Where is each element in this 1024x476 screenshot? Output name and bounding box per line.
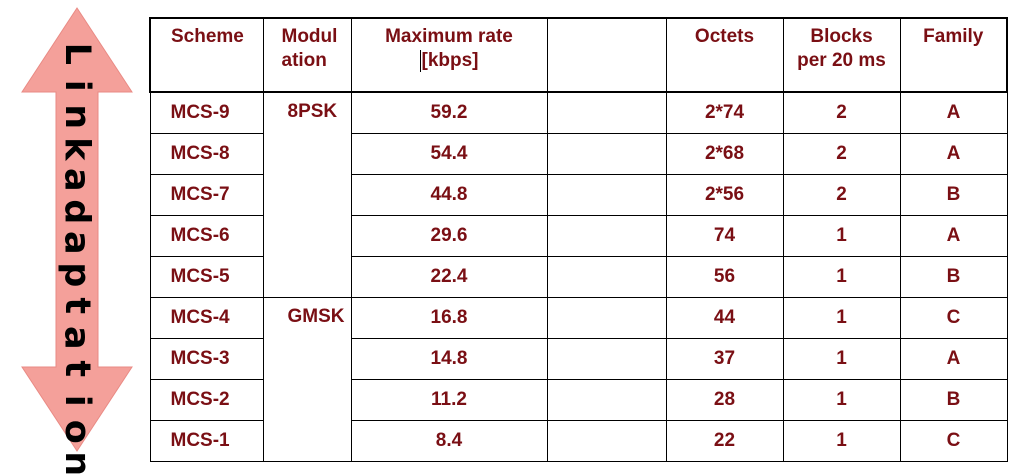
arrow-label-letter: L [56,42,97,65]
table-header-row: Scheme Modul ation Maximum rate [kbps] Oct… [149,17,1008,93]
cell-blocks: 2 [782,133,901,175]
link-adaptation-arrow-icon [21,7,133,452]
cell-scheme: MCS-4 [149,297,264,339]
header-modulation: Modul ation [262,17,352,93]
cell-empty [546,91,667,134]
table-row: MCS-4 GMSK 16.8 44 1 C [149,297,1008,462]
header-family: Family [899,17,1008,93]
cell-scheme: MCS-3 [149,338,264,380]
cell-empty [546,379,667,421]
cell-scheme: MCS-2 [149,379,264,421]
arrow-label-letter: n [56,450,97,476]
cell-rate: 8.4 [350,420,548,462]
header-maximum-rate: Maximum rate [kbps] [350,17,548,93]
cell-octets: 44 [665,297,784,339]
arrow-label-letter: t [56,297,97,315]
header-octets: Octets [665,17,784,93]
cell-blocks: 1 [782,297,901,339]
cell-family: C [899,297,1008,339]
arrow-shape [21,7,133,452]
cell-empty [546,297,667,339]
cell-octets: 56 [665,256,784,298]
cell-rate: 14.8 [350,338,548,380]
cell-blocks: 2 [782,174,901,216]
table-row: MCS-9 8PSK 59.2 2*74 2 A [149,91,1008,298]
header-blocks: Blocks per 20 ms [782,17,901,93]
cell-family: A [899,91,1008,134]
cell-family: A [899,338,1008,380]
arrow-label-letter: k [56,136,97,160]
arrow-label-letter: i [56,394,97,407]
table-row: MCS-5 22.4 56 1 B [149,256,1008,298]
cell-rate: 59.2 [350,91,548,134]
cell-octets: 28 [665,379,784,421]
table-row: MCS-8 54.4 2*68 2 A [149,133,1008,175]
cell-rate: 29.6 [350,215,548,257]
text-cursor [419,49,421,72]
cell-family: C [899,420,1008,462]
cell-family: A [899,215,1008,257]
cell-rate: 54.4 [350,133,548,175]
table-row: MCS-7 44.8 2*56 2 B [149,174,1008,216]
arrow-label-letter: a [56,230,97,255]
arrow-label-letter: n [56,104,97,130]
cell-modulation: GMSK [262,297,352,462]
header-empty [546,17,667,93]
mcs-table: Scheme Modul ation Maximum rate [kbps] Oct… [149,17,1008,462]
cell-empty [546,256,667,298]
cell-empty [546,133,667,175]
arrow-label-letter: a [56,325,97,350]
cell-blocks: 1 [782,215,901,257]
cell-empty [546,420,667,462]
cell-blocks: 2 [782,91,901,134]
arrow-label-letter: d [56,198,97,224]
arrow-label-letter: o [56,419,97,444]
cell-family: B [899,174,1008,216]
arrow-label-letter: t [56,360,97,378]
table-row: MCS-6 29.6 74 1 A [149,215,1008,257]
arrow-label-letter: i [56,79,97,92]
cell-octets: 74 [665,215,784,257]
cell-blocks: 1 [782,379,901,421]
cell-octets: 22 [665,420,784,462]
table-row: MCS-1 8.4 22 1 C [149,420,1008,462]
cell-rate: 44.8 [350,174,548,216]
cell-blocks: 1 [782,420,901,462]
cell-rate: 11.2 [350,379,548,421]
cell-empty [546,338,667,380]
cell-blocks: 1 [782,338,901,380]
cell-scheme: MCS-8 [149,133,264,175]
cell-family: A [899,133,1008,175]
cell-rate: 16.8 [350,297,548,339]
cell-octets: 37 [665,338,784,380]
cell-scheme: MCS-1 [149,420,264,462]
arrow-label-letter: a [56,167,97,192]
cell-family: B [899,379,1008,421]
cell-family: B [899,256,1008,298]
arrow-label-letter: p [56,261,97,287]
cell-scheme: MCS-5 [149,256,264,298]
cell-rate: 22.4 [350,256,548,298]
cell-empty [546,215,667,257]
header-scheme: Scheme [149,17,264,93]
cell-empty [546,174,667,216]
cell-octets: 2*68 [665,133,784,175]
cell-scheme: MCS-7 [149,174,264,216]
cell-octets: 2*74 [665,91,784,134]
table-row: MCS-3 14.8 37 1 A [149,338,1008,380]
cell-scheme: MCS-6 [149,215,264,257]
cell-scheme: MCS-9 [149,91,264,134]
cell-modulation: 8PSK [262,91,352,298]
cell-octets: 2*56 [665,174,784,216]
cell-blocks: 1 [782,256,901,298]
table-row: MCS-2 11.2 28 1 B [149,379,1008,421]
